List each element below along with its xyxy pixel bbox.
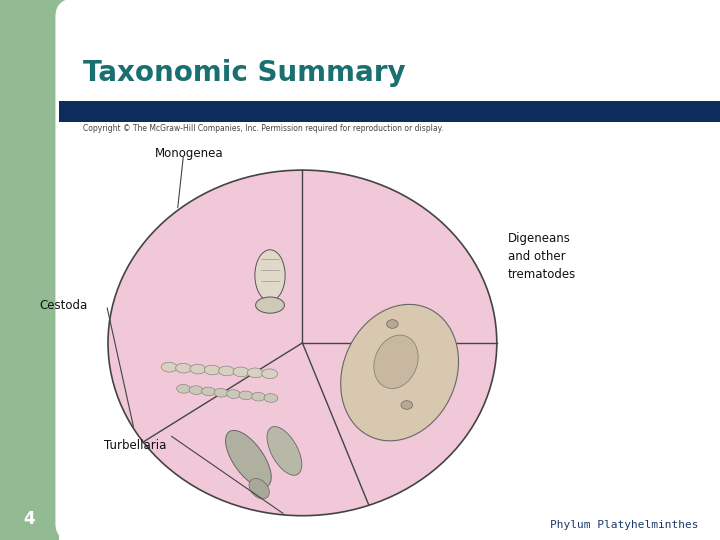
Ellipse shape [227, 390, 240, 399]
Circle shape [387, 320, 398, 328]
Text: Cestoda: Cestoda [40, 299, 88, 312]
Ellipse shape [267, 427, 302, 475]
FancyBboxPatch shape [0, 0, 59, 540]
Ellipse shape [239, 391, 253, 400]
Ellipse shape [219, 366, 235, 376]
Ellipse shape [225, 430, 271, 488]
Text: Copyright © The McGraw-Hill Companies, Inc. Permission required for reproduction: Copyright © The McGraw-Hill Companies, I… [83, 124, 444, 133]
FancyBboxPatch shape [59, 101, 720, 122]
Ellipse shape [214, 388, 228, 397]
Text: 4: 4 [24, 510, 35, 529]
Ellipse shape [204, 365, 220, 375]
Ellipse shape [202, 387, 215, 396]
Ellipse shape [176, 363, 192, 373]
Text: Taxonomic Summary: Taxonomic Summary [83, 59, 405, 87]
Ellipse shape [341, 305, 459, 441]
Text: Phylum Platyhelminthes: Phylum Platyhelminthes [550, 520, 698, 530]
Ellipse shape [190, 364, 206, 374]
Ellipse shape [374, 335, 418, 389]
Ellipse shape [176, 384, 191, 393]
FancyBboxPatch shape [55, 0, 720, 540]
Ellipse shape [233, 367, 249, 377]
Text: Turbellaria: Turbellaria [104, 439, 167, 452]
Ellipse shape [249, 478, 269, 499]
Ellipse shape [251, 393, 266, 401]
Ellipse shape [255, 249, 285, 301]
Text: Monogenea: Monogenea [155, 147, 223, 160]
Ellipse shape [261, 369, 277, 379]
Text: Digeneans
and other
trematodes: Digeneans and other trematodes [508, 232, 576, 281]
Circle shape [401, 401, 413, 409]
Ellipse shape [161, 362, 177, 372]
Ellipse shape [264, 394, 278, 402]
Ellipse shape [248, 368, 264, 377]
Ellipse shape [108, 170, 497, 516]
Ellipse shape [256, 297, 284, 313]
FancyBboxPatch shape [59, 0, 192, 108]
Ellipse shape [189, 386, 203, 394]
